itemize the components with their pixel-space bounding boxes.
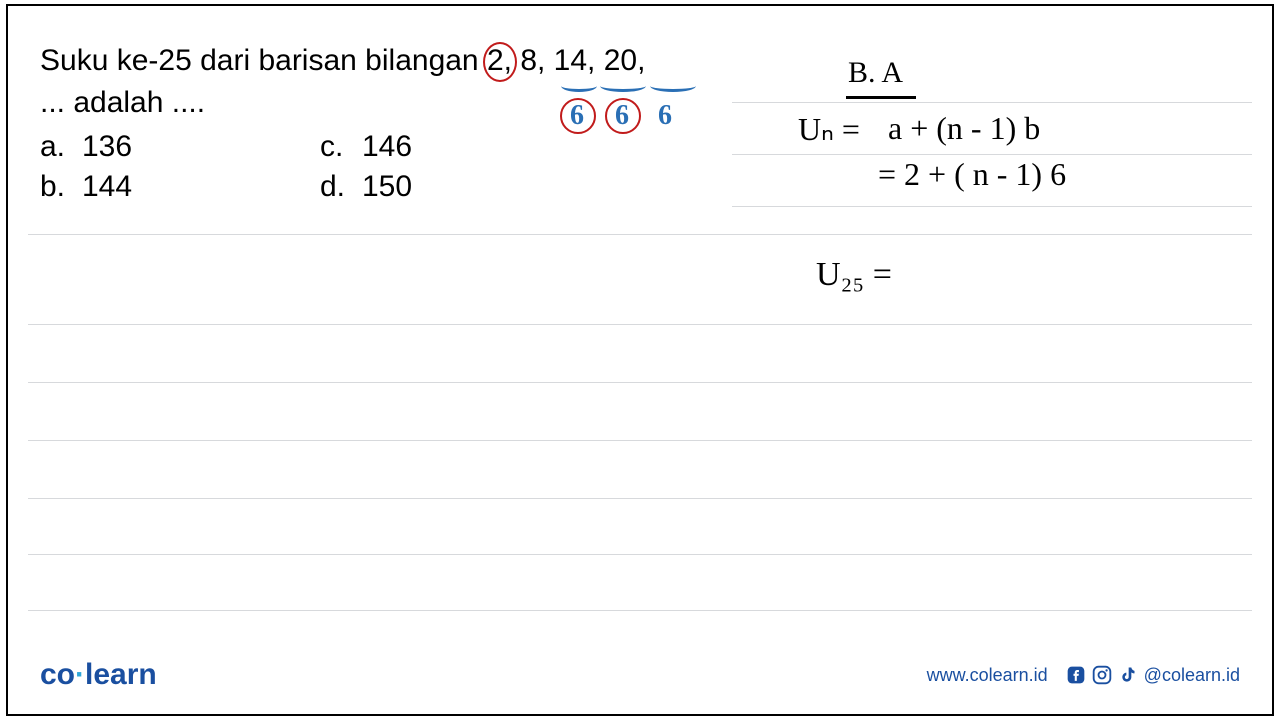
option-a-label: a. — [40, 130, 82, 164]
rule-line — [28, 440, 1252, 441]
rule-line — [732, 102, 1252, 103]
footer-url: www.colearn.id — [927, 665, 1048, 686]
logo-dot: · — [75, 658, 85, 691]
option-b-label: b. — [40, 170, 82, 204]
option-b-value: 144 — [82, 170, 132, 203]
logo-learn: learn — [85, 658, 157, 691]
rule-line — [28, 498, 1252, 499]
question-line1: Suku ke-25 dari barisan bilangan 2, 8, 1… — [40, 44, 720, 78]
rule-line — [732, 154, 1252, 155]
brand-logo: co·learn — [40, 658, 157, 692]
option-c-label: c. — [320, 130, 362, 164]
rule-line — [28, 382, 1252, 383]
content-area: Suku ke-25 dari barisan bilangan 2, 8, 1… — [8, 6, 1272, 714]
formula-substituted: = 2 + ( n - 1) 6 — [878, 156, 1066, 193]
footer-right: www.colearn.id @colearn.id — [927, 665, 1240, 686]
option-a-value: 136 — [82, 130, 132, 163]
u25-expression: U₂₅ = — [816, 256, 892, 294]
rule-line — [732, 206, 1252, 207]
tiktok-icon — [1118, 665, 1138, 685]
formula-un-rhs: a + (n - 1) b — [888, 110, 1040, 147]
logo-co: co — [40, 658, 75, 691]
options-col-1: a.136 b.144 — [40, 130, 320, 210]
option-c: c.146 — [320, 130, 600, 164]
difference-value: 6 — [570, 100, 584, 132]
option-c-value: 146 — [362, 130, 412, 163]
q-text-post: 8, 14, 20, — [512, 44, 645, 77]
difference-arc — [650, 80, 696, 92]
options-col-2: c.146 d.150 — [320, 130, 600, 210]
footer-handle: @colearn.id — [1144, 665, 1240, 686]
social-links: @colearn.id — [1066, 665, 1240, 686]
option-d-label: d. — [320, 170, 362, 204]
work-heading: B. A — [848, 56, 903, 90]
formula-un-lhs: Uₙ = — [798, 110, 860, 148]
difference-arc — [561, 80, 597, 92]
work-heading-underline — [846, 96, 916, 99]
difference-value: 6 — [658, 100, 672, 132]
instagram-icon — [1092, 665, 1112, 685]
difference-value: 6 — [615, 100, 629, 132]
option-d-value: 150 — [362, 170, 412, 203]
rule-line — [28, 554, 1252, 555]
facebook-icon — [1066, 665, 1086, 685]
q-text-pre: Suku ke-25 dari barisan bilangan — [40, 44, 487, 77]
difference-arc — [600, 80, 646, 92]
option-a: a.136 — [40, 130, 320, 164]
circled-first-term: 2, — [487, 44, 512, 78]
option-d: d.150 — [320, 170, 600, 204]
option-b: b.144 — [40, 170, 320, 204]
rule-line — [28, 324, 1252, 325]
page-frame: Suku ke-25 dari barisan bilangan 2, 8, 1… — [6, 4, 1274, 716]
options: a.136 b.144 c.146 d.150 — [40, 130, 720, 210]
rule-line — [28, 610, 1252, 611]
rule-line — [28, 234, 1252, 235]
footer: co·learn www.colearn.id @colearn.id — [40, 658, 1240, 692]
